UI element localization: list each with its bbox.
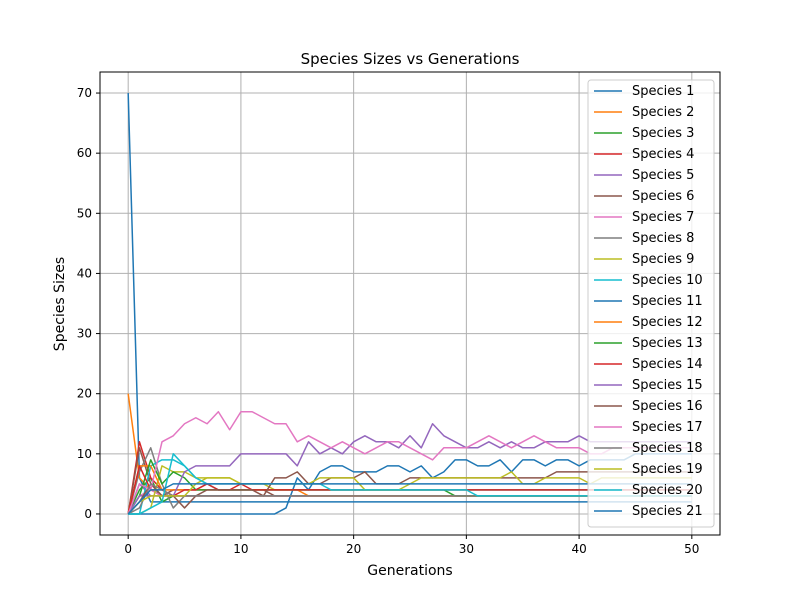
y-tick-label: 0 [84,507,92,521]
legend-label: Species 10 [632,273,703,288]
y-axis-label: Species Sizes [52,257,68,351]
x-axis-label: Generations [367,563,452,579]
legend-label: Species 18 [632,441,703,456]
legend-label: Species 21 [632,504,703,519]
y-tick-label: 40 [77,266,92,280]
legend-label: Species 5 [632,168,694,183]
legend-label: Species 16 [632,399,703,414]
x-tick-label: 50 [684,542,699,556]
legend-label: Species 11 [632,294,703,309]
legend-box [587,79,715,528]
x-tick-label: 30 [459,542,474,556]
legend-label: Species 12 [632,315,703,330]
legend-label: Species 3 [632,126,694,141]
legend-label: Species 1 [632,84,694,99]
y-tick-label: 70 [77,86,92,100]
legend: Species 1 Species 2 Species 3 Species 4 Spec… [587,79,715,528]
x-tick-label: 40 [571,542,586,556]
legend-label: Species 6 [632,189,694,204]
y-axis-ticks: 0 10 20 30 40 50 60 70 [77,86,100,521]
legend-label: Species 17 [632,420,703,435]
chart-title: Species Sizes vs Generations [301,50,520,68]
y-tick-label: 30 [77,327,92,341]
legend-label: Species 19 [632,462,703,477]
x-tick-label: 10 [233,542,248,556]
legend-label: Species 2 [632,105,694,120]
x-tick-label: 20 [346,542,361,556]
legend-label: Species 4 [632,147,694,162]
y-tick-label: 60 [77,146,92,160]
x-tick-label: 0 [124,542,132,556]
x-axis-ticks: 0 10 20 30 40 50 [124,535,699,556]
plot-frame [99,71,721,536]
legend-label: Species 13 [632,336,703,351]
legend-label: Species 9 [632,252,694,267]
legend-label: Species 7 [632,210,694,225]
y-tick-label: 20 [77,387,92,401]
legend-label: Species 20 [632,483,703,498]
legend-label: Species 14 [632,357,703,372]
y-tick-label: 10 [77,447,92,461]
legend-label: Species 15 [632,378,703,393]
legend-label: Species 8 [632,231,694,246]
y-tick-label: 50 [77,206,92,220]
